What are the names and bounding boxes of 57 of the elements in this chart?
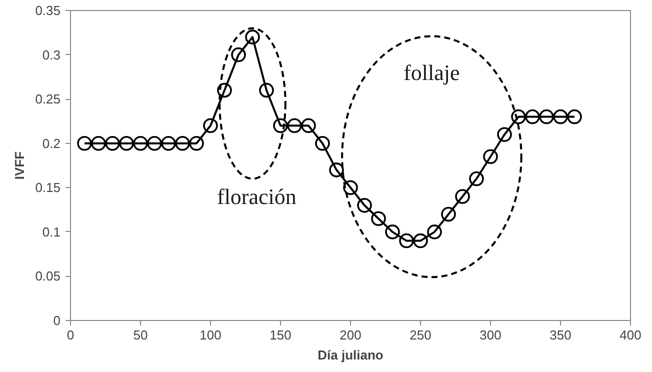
- point: [329, 162, 344, 178]
- point: [189, 136, 204, 151]
- point: [245, 30, 260, 44]
- point: [497, 127, 512, 142]
- point: [483, 149, 498, 164]
- point: [413, 233, 428, 248]
- x-axis-title: Día juliano: [318, 348, 384, 362]
- y-tick-label: 0.2: [42, 136, 61, 151]
- y-tick-label: 0: [53, 313, 61, 328]
- point: [315, 136, 330, 151]
- y-tick-label: 0.35: [35, 3, 61, 18]
- y-tick-label: 0.05: [35, 268, 61, 284]
- x-tick-label: 150: [270, 328, 292, 342]
- x-tick-label: 0: [66, 328, 74, 342]
- x-tick-label: 100: [200, 328, 222, 342]
- point: [469, 171, 484, 186]
- point: [399, 233, 414, 248]
- point: [441, 206, 456, 222]
- x-tick-label: 400: [620, 328, 642, 342]
- y-tick-label: 0.25: [35, 92, 61, 107]
- point: [175, 136, 190, 151]
- point: [287, 118, 302, 134]
- point: [427, 224, 442, 240]
- point: [567, 109, 582, 124]
- point: [133, 136, 148, 151]
- point: [525, 109, 540, 124]
- point: [301, 118, 316, 134]
- point: [231, 47, 246, 62]
- point: [147, 136, 162, 151]
- point: [385, 224, 400, 240]
- point: [539, 109, 554, 124]
- point: [343, 180, 358, 196]
- x-tick-label: 50: [133, 328, 148, 342]
- point: [217, 82, 232, 98]
- point: [161, 136, 176, 151]
- point: [553, 109, 568, 124]
- point: [105, 136, 120, 151]
- point: [511, 109, 526, 124]
- point: [119, 136, 134, 151]
- y-tick-label: 0.3: [42, 47, 61, 62]
- annotation: follaje: [404, 60, 460, 85]
- point: [77, 136, 92, 151]
- point: [455, 189, 470, 204]
- point: [371, 211, 386, 226]
- point: [259, 82, 274, 98]
- y-tick-label: 0.1: [42, 224, 61, 240]
- x-tick-label: 200: [340, 328, 362, 342]
- point: [203, 118, 218, 134]
- point: [273, 118, 288, 134]
- point: [91, 136, 106, 151]
- x-tick-label: 300: [480, 328, 502, 342]
- point: [357, 198, 372, 213]
- x-tick-label: 350: [550, 328, 572, 342]
- y-tick-label: 0.15: [35, 180, 61, 196]
- x-tick-label: 250: [410, 328, 432, 342]
- y-axis-title: IVFF: [12, 151, 28, 180]
- annotation: floración: [216, 184, 296, 209]
